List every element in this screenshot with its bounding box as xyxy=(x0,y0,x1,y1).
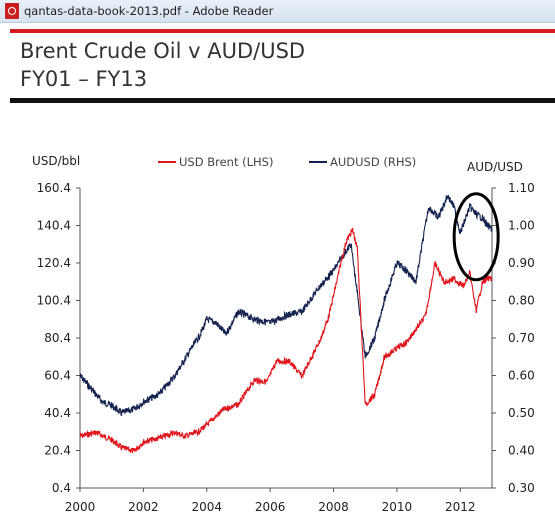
slide-title: Brent Crude Oil v AUD/USD xyxy=(20,39,306,63)
y-right-tick-label: 1.10 xyxy=(508,181,535,195)
y-right-tick-label: 0.30 xyxy=(508,481,535,495)
y-right-unit-label: AUD/USD xyxy=(467,160,523,174)
x-tick-label: 2008 xyxy=(318,500,349,514)
x-tick-label: 2004 xyxy=(191,500,222,514)
legend-label-brent: USD Brent (LHS) xyxy=(179,155,273,169)
annotation-ellipse xyxy=(452,192,500,282)
series-line-brent xyxy=(79,227,493,454)
y-left-unit-label: USD/bbl xyxy=(32,154,80,168)
x-tick-label: 2012 xyxy=(445,500,476,514)
y-right-tick-label: 0.90 xyxy=(508,256,535,270)
x-tick-label: 2000 xyxy=(65,500,96,514)
y-right-tick-label: 0.50 xyxy=(508,406,535,420)
window-title: qantas-data-book-2013.pdf - Adobe Reader xyxy=(24,4,274,18)
slide-subtitle: FY01 – FY13 xyxy=(20,67,148,91)
y-left-tick-label: 0.4 xyxy=(52,481,71,495)
window-titlebar: qantas-data-book-2013.pdf - Adobe Reader xyxy=(0,0,555,23)
header-red-rule xyxy=(10,29,555,33)
y-right-tick-label: 1.00 xyxy=(508,219,535,233)
y-left-tick-label: 120.4 xyxy=(37,256,71,270)
y-left-tick-label: 60.4 xyxy=(44,369,71,383)
y-left-tick-label: 140.4 xyxy=(37,219,71,233)
x-tick-label: 2002 xyxy=(128,500,159,514)
x-tick-label: 2010 xyxy=(382,500,413,514)
y-left-tick-label: 100.4 xyxy=(37,294,71,308)
header-black-rule xyxy=(10,98,555,103)
y-right-tick-label: 0.40 xyxy=(508,444,535,458)
x-tick-label: 2006 xyxy=(255,500,286,514)
y-left-tick-label: 20.4 xyxy=(44,444,71,458)
y-right-tick-label: 0.60 xyxy=(508,369,535,383)
adobe-reader-icon xyxy=(5,3,19,19)
y-left-tick-label: 40.4 xyxy=(44,406,71,420)
y-left-tick-label: 80.4 xyxy=(44,331,71,345)
legend-label-audusd: AUDUSD (RHS) xyxy=(330,155,416,169)
y-left-tick-label: 160.4 xyxy=(37,181,71,195)
y-right-tick-label: 0.80 xyxy=(508,294,535,308)
y-right-tick-label: 0.70 xyxy=(508,331,535,345)
series-line-audusd xyxy=(79,194,493,416)
